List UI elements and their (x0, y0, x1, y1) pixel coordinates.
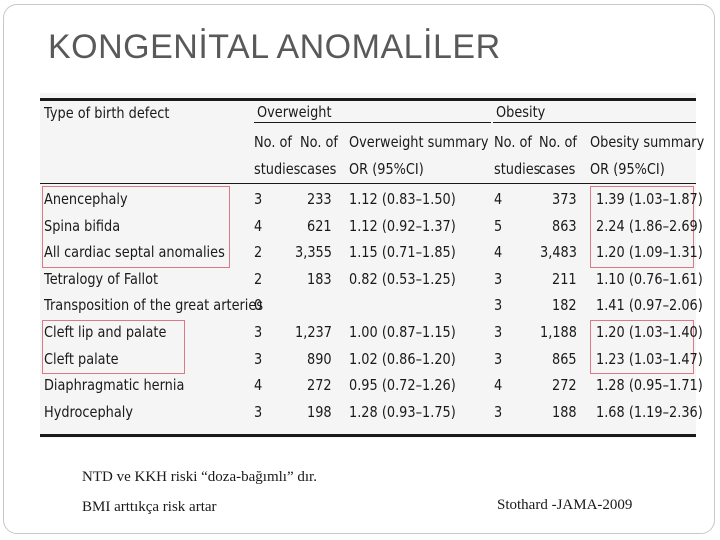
table-grid: Type of birth defect Overweight Obesity … (40, 93, 704, 438)
table-cell-ob-or: 1.39 (1.03–1.87) (596, 190, 703, 208)
note-bmi-risk: BMI arttıkça risk artar (82, 499, 217, 515)
highlight-box-defects-cleft (42, 320, 185, 374)
table-cell-ob-or: 1.41 (0.97–2.06) (596, 296, 703, 315)
table-cell-ob-or: 1.20 (1.03–1.40) (596, 323, 703, 341)
table-cell-defect: All cardiac septal anomalies (44, 243, 225, 262)
table-cell-ob-studies: 3 (494, 296, 503, 315)
table-cell-ow-or: 1.12 (0.83–1.50) (349, 190, 456, 208)
col-header-ow-studies-1: No. of (254, 133, 292, 151)
table-cell-ob-cases: 272 (552, 376, 577, 395)
slide-frame (3, 4, 715, 534)
table-cell-ob-or: 1.20 (1.09–1.31) (596, 243, 703, 262)
table-cell-defect: Cleft palate (44, 349, 119, 368)
col-header-ob-cases-1: No. of (539, 133, 577, 151)
table-cell-ow-or: 1.15 (0.71–1.85) (349, 243, 456, 262)
table-cell-ob-studies: 4 (494, 376, 503, 395)
table-cell-ow-cases: 272 (307, 376, 332, 395)
table-cell-ow-or: 1.02 (0.86–1.20) (349, 349, 456, 368)
table-cell-ob-cases: 865 (552, 349, 577, 368)
table-cell-ob-or: 1.10 (0.76–1.61) (596, 269, 703, 288)
overweight-group-rule (254, 122, 491, 123)
table-cell-ow-or: 1.12 (0.92–1.37) (349, 216, 456, 235)
highlight-box-or-cleft (590, 320, 694, 374)
table-cell-ob-or: 1.68 (1.19–2.36) (596, 402, 703, 421)
table-cell-defect: Tetralogy of Fallot (44, 269, 159, 288)
table-cell-ow-cases: 621 (307, 216, 332, 235)
table-cell-ow-studies: 4 (254, 216, 263, 235)
table-cell-ow-cases: 198 (307, 402, 332, 421)
table-cell-ow-cases: 183 (307, 269, 332, 288)
table-cell-ob-studies: 4 (494, 190, 503, 208)
table-cell-ob-cases: 863 (552, 216, 577, 235)
table-cell-ow-or: 1.00 (0.87–1.15) (349, 323, 456, 341)
table-cell-ow-studies: 0 (254, 296, 263, 315)
table-cell-ow-studies: 2 (254, 269, 263, 288)
table-cell-ob-studies: 3 (494, 323, 503, 341)
table-cell-ob-cases: 188 (552, 402, 577, 421)
highlight-box-or-ntd-chd (590, 186, 694, 268)
table-cell-ob-studies: 3 (494, 349, 503, 368)
table-cell-ob-cases: 182 (552, 296, 577, 315)
col-header-ob-summary-2: OR (95%CI) (590, 160, 665, 178)
table-cell-ow-cases: 1,237 (295, 323, 332, 341)
group-header-obesity: Obesity (496, 103, 546, 121)
table-bottom-rule (40, 434, 696, 437)
table-cell-ob-studies: 5 (494, 216, 503, 235)
table-cell-ow-studies: 3 (254, 190, 263, 208)
table-cell-defect: Anencephaly (44, 190, 128, 208)
slide-title: KONGENİTAL ANOMALİLER (48, 28, 501, 66)
col-header-ow-summary-1: Overweight summary (349, 133, 489, 151)
table-cell-ob-cases: 211 (552, 269, 577, 288)
table-cell-defect: Cleft lip and palate (44, 323, 167, 341)
table-cell-ob-cases: 3,483 (540, 243, 577, 262)
table-cell-ow-studies: 3 (254, 323, 263, 341)
table-cell-ob-studies: 3 (494, 402, 503, 421)
col-header-ob-cases-2: cases (539, 160, 576, 178)
col-header-ob-studies-2: studies (494, 160, 541, 178)
obesity-group-rule (493, 122, 696, 123)
table-cell-ow-cases: 3,355 (295, 243, 332, 262)
table-cell-ow-studies: 4 (254, 376, 263, 395)
table-cell-ob-or: 2.24 (1.86–2.69) (596, 216, 703, 235)
birth-defect-table: Type of birth defect Overweight Obesity … (40, 93, 704, 438)
table-cell-ow-studies: 3 (254, 349, 263, 368)
col-header-ob-studies-1: No. of (494, 133, 532, 151)
col-header-type: Type of birth defect (44, 104, 170, 122)
table-cell-ob-studies: 3 (494, 269, 503, 288)
table-cell-ow-studies: 2 (254, 243, 263, 262)
source-reference: Stothard -JAMA-2009 (497, 497, 633, 513)
table-cell-ow-or: 1.28 (0.93–1.75) (349, 402, 456, 421)
table-cell-ob-cases: 1,188 (540, 323, 577, 341)
col-header-ob-summary-1: Obesity summary (590, 133, 705, 151)
table-cell-ob-cases: 373 (552, 190, 577, 208)
table-cell-ow-cases: 890 (307, 349, 332, 368)
table-cell-ow-or: 0.82 (0.53–1.25) (349, 269, 456, 288)
table-cell-ob-or: 1.23 (1.03–1.47) (596, 349, 703, 368)
table-cell-ow-studies: 3 (254, 402, 263, 421)
table-cell-ob-or: 1.28 (0.95–1.71) (596, 376, 703, 395)
group-header-overweight: Overweight (257, 103, 332, 121)
col-header-ow-studies-2: studies (254, 160, 301, 178)
col-header-ow-summary-2: OR (95%CI) (349, 160, 424, 178)
table-cell-defect: Diaphragmatic hernia (44, 376, 185, 395)
col-header-ow-cases-1: No. of (300, 133, 338, 151)
table-cell-ob-studies: 4 (494, 243, 503, 262)
table-cell-ow-or: 0.95 (0.72–1.26) (349, 376, 456, 395)
table-top-rule (40, 98, 696, 101)
table-cell-defect: Spina bifida (44, 216, 121, 235)
highlight-box-defects-ntd-chd (42, 186, 230, 268)
table-cell-defect: Transposition of the great arteries (44, 296, 264, 315)
table-cell-defect: Hydrocephaly (44, 402, 133, 421)
note-dose-dependent: NTD ve KKH riski “doza-bağımlı” dır. (82, 469, 317, 485)
table-cell-ow-cases: 233 (307, 190, 332, 208)
header-bottom-rule (40, 183, 696, 184)
col-header-ow-cases-2: cases (300, 160, 337, 178)
